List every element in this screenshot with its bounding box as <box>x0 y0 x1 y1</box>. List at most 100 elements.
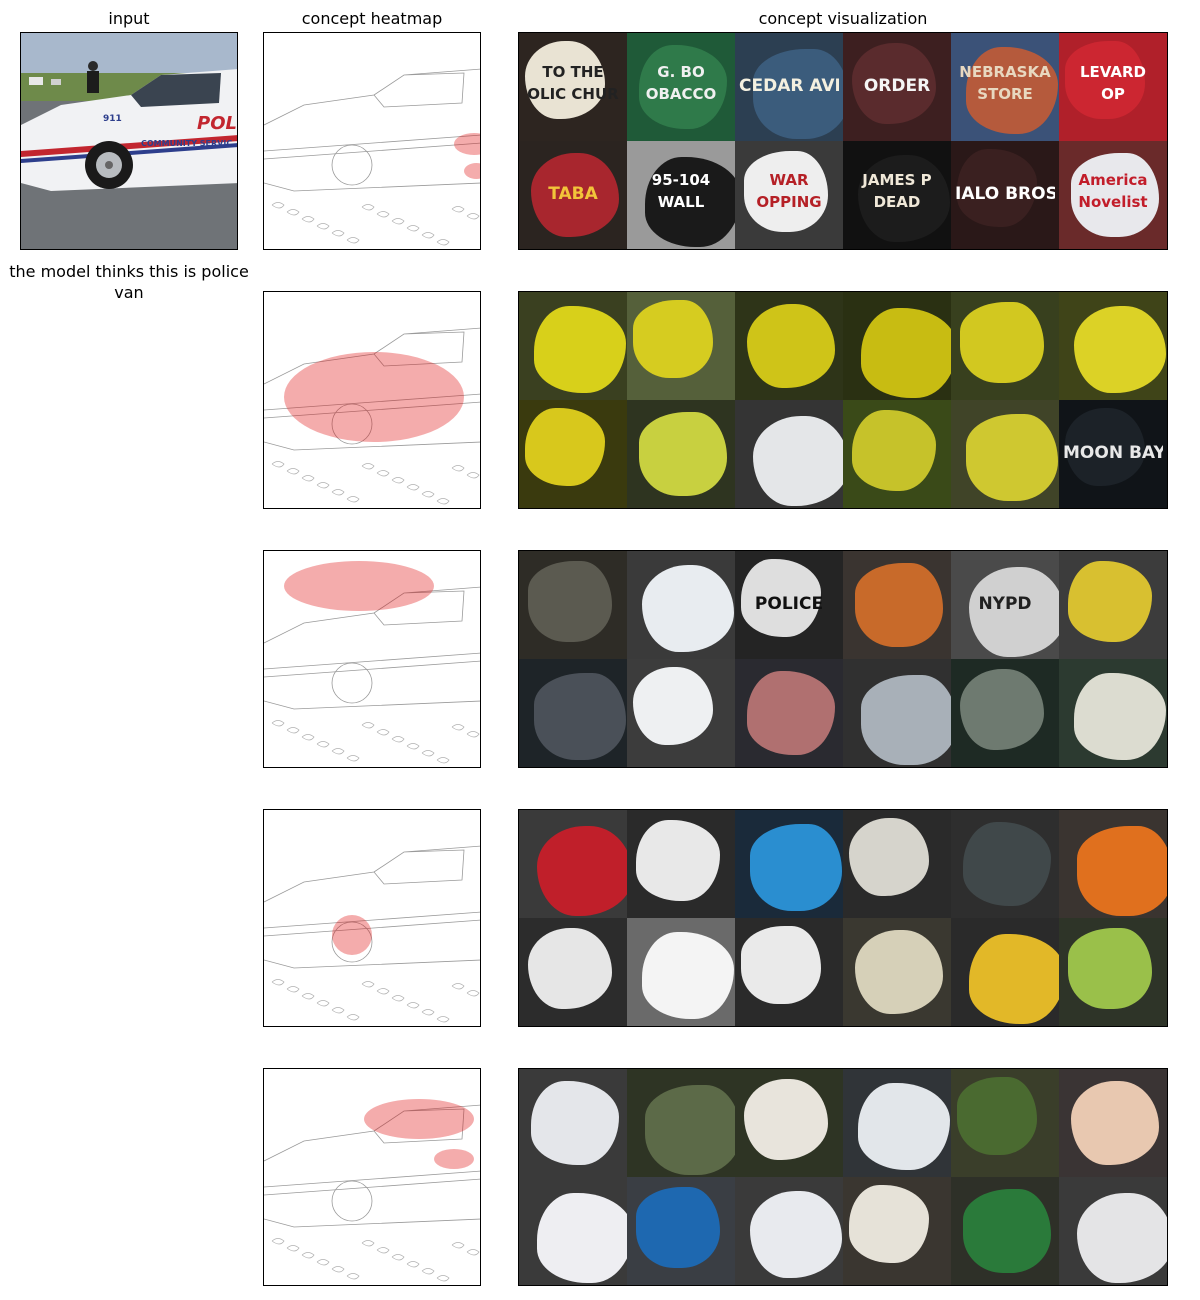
tile-highlight-region <box>750 824 842 911</box>
input-text-911: 911 <box>103 114 122 124</box>
tile-text: WAR OPPING <box>756 171 822 211</box>
concept-tile <box>735 659 843 767</box>
tile-highlight-region <box>855 563 943 647</box>
concept-tile <box>951 400 1059 508</box>
concept-tile: JAMES P DEAD <box>843 141 951 249</box>
concept-tile <box>843 1177 951 1285</box>
tile-highlight-region <box>855 930 943 1014</box>
heatmap-sketch <box>264 327 480 505</box>
tile-highlight-region <box>1077 826 1167 916</box>
concept-tile <box>1059 1177 1167 1285</box>
concept-visualization-2: MOON BAY POLICE <box>518 291 1168 509</box>
concept-tile <box>843 1069 951 1177</box>
tile-highlight-region <box>645 1085 735 1175</box>
concept-tile <box>843 292 951 400</box>
tile-highlight-region <box>852 43 936 124</box>
input-text-community: COMMUNITY SERVIC <box>141 139 233 148</box>
concept-tile <box>735 1177 843 1285</box>
tile-highlight-region <box>639 45 727 129</box>
concept-visualization-4 <box>518 809 1168 1027</box>
tile-highlight-region <box>969 934 1059 1024</box>
tile-highlight-region <box>528 928 612 1009</box>
tile-highlight-region <box>534 306 626 393</box>
visualization-column-title: concept visualization <box>758 9 928 28</box>
tile-highlight-region <box>741 559 821 637</box>
tile-highlight-region <box>537 1193 627 1283</box>
tile-highlight-region <box>858 1083 950 1170</box>
tile-text: CEDAR AVE <box>739 76 839 96</box>
tile-highlight-region <box>531 1081 619 1165</box>
tile-highlight-region <box>858 155 950 242</box>
concept-tile <box>843 659 951 767</box>
tile-highlight-region <box>753 49 843 139</box>
concept-tile <box>1059 551 1167 659</box>
concept-tile: 95-104 WALL <box>627 141 735 249</box>
concept-visualization-5 <box>518 1068 1168 1286</box>
concept-tile <box>843 918 951 1026</box>
concept-heatmap-1 <box>263 32 481 250</box>
tile-highlight-region <box>534 673 626 760</box>
tile-text: ORDER <box>863 76 931 96</box>
tile-highlight-region <box>747 671 835 755</box>
concept-tile: NEBRASKA STORE <box>951 33 1059 141</box>
concept-tile <box>1059 810 1167 918</box>
concept-tile <box>735 810 843 918</box>
tile-highlight-region <box>747 304 835 388</box>
tile-highlight-region <box>849 1185 929 1263</box>
tile-text: America Novelist <box>1078 171 1148 211</box>
tile-text: LEVARD OP <box>1079 63 1146 103</box>
tile-highlight-region <box>966 47 1058 134</box>
concept-tile <box>1059 659 1167 767</box>
tile-highlight-region <box>1068 928 1152 1009</box>
concept-tile <box>627 659 735 767</box>
tile-highlight-region <box>537 826 627 916</box>
concept-heatmap-5 <box>263 1068 481 1286</box>
concept-tile <box>735 292 843 400</box>
concept-tile <box>519 292 627 400</box>
input-column-title: input <box>108 9 150 28</box>
concept-tile <box>519 1177 627 1285</box>
tile-text: TABA <box>548 184 598 204</box>
tile-highlight-region <box>642 565 734 652</box>
tile-highlight-region <box>639 412 727 496</box>
concept-heatmap-2 <box>263 291 481 509</box>
concept-tile: POLICE <box>735 551 843 659</box>
tile-text: IALO BROS. BA <box>955 184 1055 204</box>
concept-tile <box>843 400 951 508</box>
tile-highlight-region <box>753 416 843 506</box>
concept-tile <box>627 1177 735 1285</box>
concept-tile <box>627 551 735 659</box>
tile-highlight-region <box>633 667 713 745</box>
tile-highlight-region <box>969 567 1059 657</box>
tile-highlight-region <box>1068 561 1152 642</box>
concept-tile: WAR OPPING <box>735 141 843 249</box>
concept-tile <box>735 400 843 508</box>
concept-tile <box>951 292 1059 400</box>
concept-tile <box>519 1069 627 1177</box>
tile-highlight-region <box>636 820 720 901</box>
tile-highlight-region <box>633 300 713 378</box>
tile-highlight-region <box>1065 41 1145 119</box>
concept-tile: IALO BROS. BA <box>951 141 1059 249</box>
concept-tile <box>627 400 735 508</box>
concept-tile <box>735 918 843 1026</box>
concept-tile: TABA <box>519 141 627 249</box>
tile-highlight-region <box>1074 673 1166 760</box>
tile-highlight-region <box>1077 1193 1167 1283</box>
concept-tile: TO THE OLIC CHUR <box>519 33 627 141</box>
concept-tile: LEVARD OP <box>1059 33 1167 141</box>
tile-highlight-region <box>525 41 605 119</box>
heatmap-sketch <box>264 1099 480 1282</box>
heatmap-column-title: concept heatmap <box>301 9 443 28</box>
tile-text: 95-104 WALL <box>651 171 711 211</box>
concept-visualization-3: POLICE NYPD <box>518 550 1168 768</box>
input-image: 911 POLI COMMUNITY SERVIC <box>20 32 238 250</box>
concept-heatmap-4 <box>263 809 481 1027</box>
tile-highlight-region <box>852 410 936 491</box>
concept-tile <box>627 292 735 400</box>
concept-tile <box>951 1177 1059 1285</box>
concept-tile <box>843 810 951 918</box>
heatmap-sketch <box>264 68 480 246</box>
concept-tile: G. BO OBACCO <box>627 33 735 141</box>
tile-highlight-region <box>741 926 821 1004</box>
